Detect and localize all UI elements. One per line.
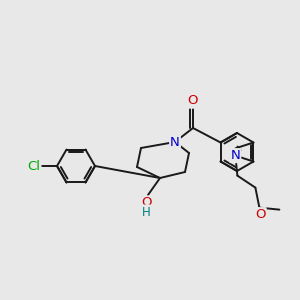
Text: O: O [142, 196, 152, 209]
Text: O: O [255, 208, 266, 221]
Text: N: N [170, 136, 180, 148]
Text: O: O [188, 94, 198, 107]
Text: H: H [142, 206, 150, 218]
Text: Cl: Cl [28, 160, 40, 172]
Text: N: N [230, 149, 240, 162]
